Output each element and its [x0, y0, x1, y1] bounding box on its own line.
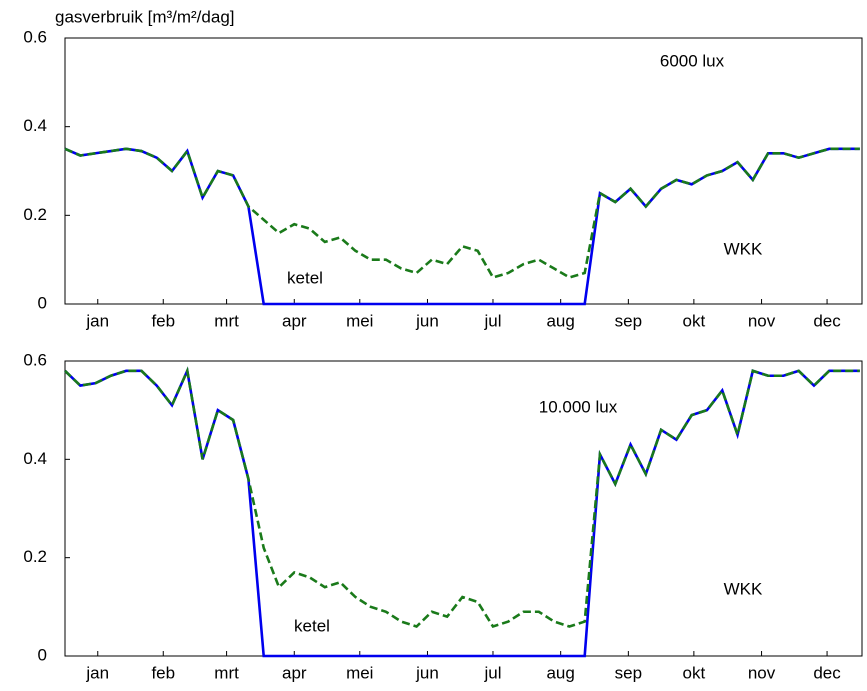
y-tick-label: 0.2	[23, 205, 47, 224]
annotation: WKK	[724, 579, 763, 598]
y-tick-label: 0.4	[23, 116, 47, 135]
x-tick-label: dec	[813, 311, 841, 330]
series-line	[64, 366, 860, 658]
annotation: 6000 lux	[660, 51, 725, 70]
x-tick-label: mei	[346, 311, 373, 330]
x-tick-label: jan	[85, 311, 109, 330]
x-tick-label: feb	[151, 311, 175, 330]
y-tick-label: 0.4	[23, 449, 47, 468]
y-tick-label: 0.6	[23, 350, 47, 369]
series-line	[64, 366, 860, 629]
x-tick-label: okt	[683, 663, 706, 682]
y-axis-label: gasverbruik [m³/m²/dag]	[55, 7, 235, 26]
plot-frame	[64, 360, 863, 657]
x-tick-label: jun	[415, 663, 439, 682]
x-tick-label: mrt	[214, 663, 239, 682]
x-tick-label: aug	[546, 663, 574, 682]
y-tick-label: 0.2	[23, 547, 47, 566]
y-tick-label: 0	[38, 293, 47, 312]
x-tick-label: nov	[748, 311, 776, 330]
plot-frame	[64, 37, 863, 305]
y-tick-label: 0	[38, 645, 47, 664]
x-tick-label: jan	[85, 663, 109, 682]
x-tick-label: jul	[483, 663, 501, 682]
x-tick-label: sep	[615, 663, 642, 682]
x-tick-label: mrt	[214, 311, 239, 330]
x-tick-label: dec	[813, 663, 841, 682]
x-tick-label: apr	[282, 663, 307, 682]
series-line	[64, 147, 860, 306]
x-tick-label: aug	[546, 311, 574, 330]
x-tick-label: mei	[346, 663, 373, 682]
annotation: 10.000 lux	[539, 397, 618, 416]
x-tick-label: apr	[282, 311, 307, 330]
x-tick-label: nov	[748, 663, 776, 682]
y-tick-label: 0.6	[23, 27, 47, 46]
annotation: WKK	[724, 239, 763, 258]
series-line	[64, 147, 860, 279]
x-tick-label: okt	[683, 311, 706, 330]
annotation: ketel	[294, 616, 330, 635]
x-tick-label: jul	[483, 311, 501, 330]
x-tick-label: sep	[615, 311, 642, 330]
annotation: ketel	[287, 268, 323, 287]
x-tick-label: jun	[415, 311, 439, 330]
x-tick-label: feb	[151, 663, 175, 682]
